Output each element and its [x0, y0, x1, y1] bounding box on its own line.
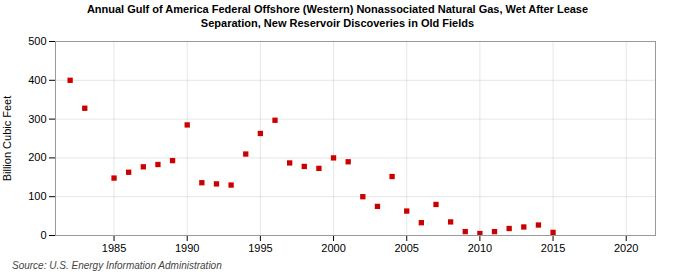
svg-text:2000: 2000 — [321, 242, 345, 254]
svg-text:1985: 1985 — [102, 242, 126, 254]
svg-text:2020: 2020 — [614, 242, 638, 254]
svg-text:200: 200 — [28, 151, 46, 163]
svg-text:100: 100 — [28, 190, 46, 202]
svg-text:2010: 2010 — [468, 242, 492, 254]
svg-text:2005: 2005 — [394, 242, 418, 254]
svg-text:Billion Cubic Feet: Billion Cubic Feet — [1, 95, 13, 181]
html-text:Source: U.S. Energy Informatio: Source: U.S. Energy Information Administ… — [12, 259, 222, 271]
svg-text:500: 500 — [28, 35, 46, 47]
svg-text:300: 300 — [28, 112, 46, 124]
html-text:Annual Gulf of America Federal: Annual Gulf of America Federal Offshore … — [86, 3, 589, 29]
svg-text:1995: 1995 — [248, 242, 272, 254]
svg-text:0: 0 — [40, 229, 46, 241]
svg-text:1990: 1990 — [175, 242, 199, 254]
svg-text:400: 400 — [28, 73, 46, 85]
svg-text:2015: 2015 — [541, 242, 565, 254]
